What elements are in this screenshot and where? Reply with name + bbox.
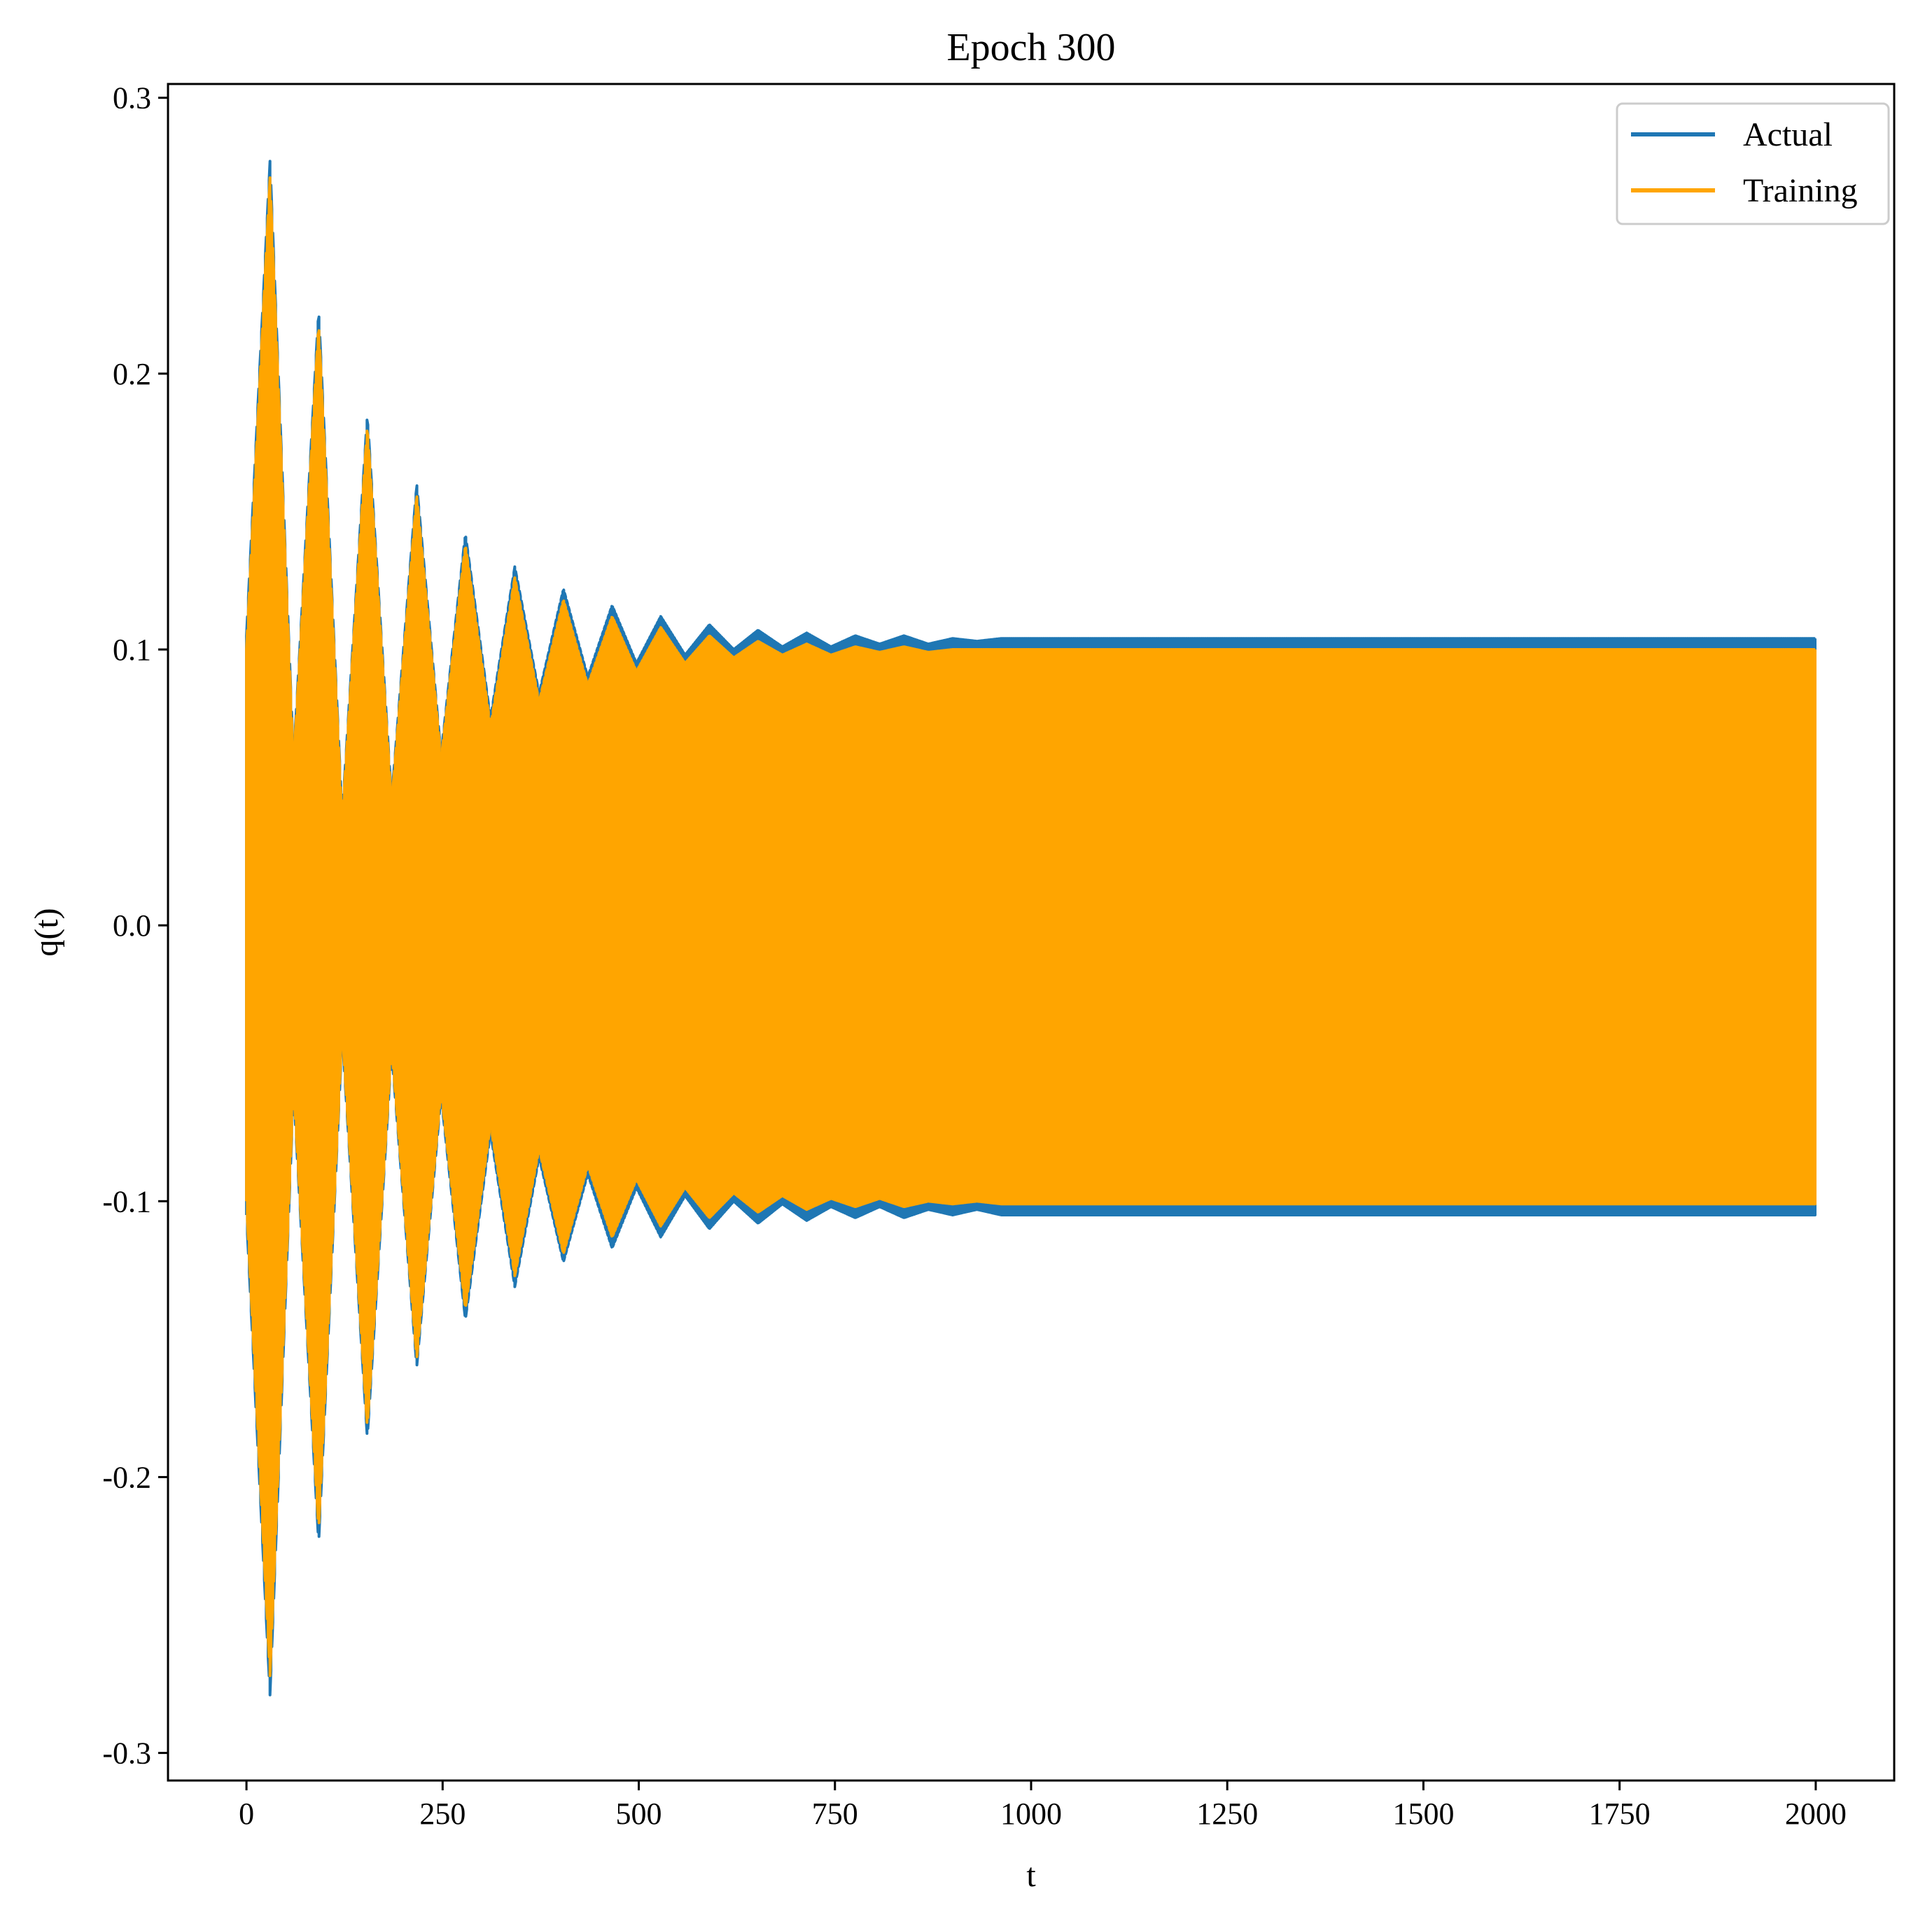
x-tick-label: 500 (616, 1797, 662, 1831)
y-tick-label: 0.0 (113, 908, 151, 943)
y-tick-label: -0.1 (102, 1184, 151, 1219)
x-axis-ticks: 0 250 500 750 1000 1250 1500 1750 2000 (239, 1781, 1847, 1831)
y-tick-label: -0.2 (102, 1460, 151, 1494)
x-tick-label: 0 (239, 1797, 254, 1831)
x-tick-label: 2000 (1785, 1797, 1847, 1831)
x-axis-label: t (1026, 1857, 1036, 1894)
x-tick-label: 250 (419, 1797, 465, 1831)
x-tick-label: 1500 (1392, 1797, 1454, 1831)
series-layer (245, 160, 1816, 1697)
x-tick-label: 1750 (1589, 1797, 1651, 1831)
legend: Actual Training (1616, 102, 1890, 225)
chart-title: Epoch 300 (946, 26, 1115, 69)
x-tick-label: 750 (812, 1797, 858, 1831)
series-line-training (245, 176, 1816, 1678)
y-tick-label: -0.3 (102, 1736, 151, 1771)
x-tick-label: 1250 (1196, 1797, 1258, 1831)
y-tick-label: 0.3 (113, 81, 151, 115)
legend-label-training: Training (1743, 172, 1858, 209)
y-axis-ticks: -0.3 -0.2 -0.1 0.0 0.1 0.2 0.3 (102, 81, 168, 1771)
legend-label-actual: Actual (1743, 116, 1833, 153)
x-tick-label: 1000 (1000, 1797, 1062, 1831)
y-axis-label: q(t) (28, 908, 65, 956)
y-tick-label: 0.1 (113, 633, 151, 667)
y-tick-label: 0.2 (113, 357, 151, 391)
